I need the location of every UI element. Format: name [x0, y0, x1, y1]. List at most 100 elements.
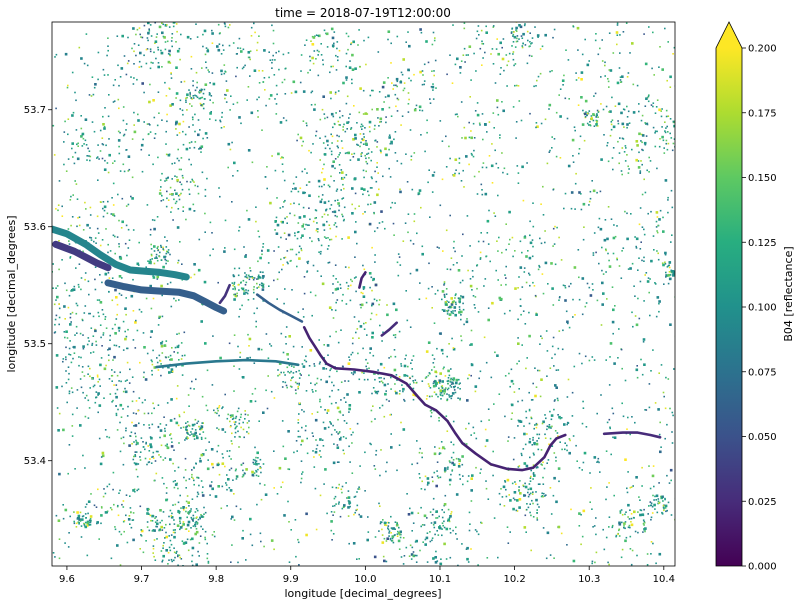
raster-pixel [574, 314, 576, 316]
raster-pixel [162, 554, 165, 558]
raster-pixel [428, 385, 430, 387]
raster-pixel [454, 385, 456, 388]
raster-pixel [96, 215, 99, 218]
raster-pixel [616, 225, 618, 227]
raster-pixel [247, 333, 249, 336]
raster-pixel [641, 133, 643, 136]
raster-pixel [309, 291, 312, 294]
raster-pixel [497, 250, 499, 252]
raster-pixel [258, 82, 261, 84]
raster-pixel [282, 156, 284, 159]
raster-pixel [597, 116, 599, 118]
raster-pixel [349, 159, 352, 161]
raster-pixel [286, 366, 289, 369]
raster-pixel [65, 358, 67, 361]
raster-pixel [336, 406, 340, 410]
raster-pixel [404, 358, 406, 360]
raster-pixel [85, 394, 88, 397]
raster-pixel [164, 180, 166, 182]
raster-pixel [227, 413, 229, 416]
raster-pixel [83, 62, 86, 65]
raster-pixel [233, 334, 236, 336]
raster-pixel [444, 296, 446, 298]
raster-pixel [240, 413, 242, 416]
raster-pixel [240, 50, 243, 53]
raster-pixel [91, 76, 94, 78]
raster-pixel [147, 22, 150, 25]
raster-pixel [336, 444, 339, 446]
raster-pixel [513, 437, 516, 439]
raster-pixel [168, 546, 171, 549]
raster-pixel [244, 272, 246, 274]
raster-pixel [434, 37, 436, 39]
raster-pixel [429, 216, 431, 218]
raster-pixel [200, 453, 204, 457]
raster-pixel [643, 233, 646, 236]
raster-pixel [203, 280, 207, 284]
raster-pixel [150, 254, 153, 257]
raster-pixel [677, 131, 679, 133]
raster-pixel [249, 75, 251, 77]
raster-pixel [484, 51, 486, 54]
raster-pixel [568, 451, 571, 455]
raster-pixel [93, 504, 96, 507]
raster-pixel [506, 64, 508, 67]
raster-pixel [236, 101, 239, 104]
raster-pixel [247, 289, 250, 292]
raster-pixel [437, 289, 439, 292]
raster-pixel [607, 252, 609, 255]
raster-pixel [193, 388, 195, 390]
raster-pixel [536, 79, 538, 82]
raster-pixel [374, 390, 378, 394]
raster-pixel [376, 166, 378, 168]
raster-pixel [135, 439, 137, 442]
raster-pixel [290, 190, 293, 193]
raster-pixel [315, 439, 317, 441]
raster-pixel [470, 130, 472, 132]
raster-pixel [65, 170, 68, 172]
raster-pixel [166, 40, 169, 43]
raster-pixel [204, 231, 206, 233]
raster-pixel [267, 357, 270, 359]
raster-pixel [447, 306, 450, 309]
raster-pixel [480, 521, 482, 524]
raster-pixel [443, 390, 446, 393]
raster-pixel [157, 245, 159, 248]
raster-pixel [626, 237, 629, 241]
raster-pixel [655, 220, 658, 223]
raster-pixel [298, 257, 301, 260]
raster-pixel [122, 408, 124, 410]
raster-pixel [158, 192, 162, 195]
raster-pixel [194, 511, 197, 513]
raster-pixel [133, 130, 137, 134]
raster-pixel [313, 363, 315, 365]
raster-pixel [132, 538, 135, 542]
raster-pixel [84, 278, 86, 281]
raster-pixel [148, 450, 151, 452]
raster-pixel [315, 390, 317, 392]
raster-pixel [466, 399, 469, 402]
raster-pixel [539, 343, 541, 345]
raster-pixel [530, 399, 533, 401]
raster-pixel [352, 138, 355, 141]
raster-pixel [426, 477, 430, 480]
raster-pixel [128, 239, 131, 241]
raster-pixel [181, 263, 183, 265]
raster-pixel [311, 432, 314, 434]
raster-pixel [378, 502, 380, 505]
raster-pixel [118, 275, 122, 278]
raster-pixel [412, 355, 415, 357]
raster-pixel [180, 33, 182, 36]
raster-pixel [424, 150, 426, 153]
raster-pixel [167, 177, 169, 179]
raster-pixel [74, 334, 76, 336]
raster-pixel [370, 176, 373, 178]
raster-pixel [531, 37, 534, 39]
raster-pixel [582, 509, 586, 513]
raster-pixel [58, 412, 61, 415]
raster-pixel [661, 68, 664, 71]
raster-pixel [301, 225, 304, 228]
raster-pixel [132, 489, 135, 492]
raster-pixel [190, 141, 193, 143]
raster-pixel [178, 512, 181, 515]
